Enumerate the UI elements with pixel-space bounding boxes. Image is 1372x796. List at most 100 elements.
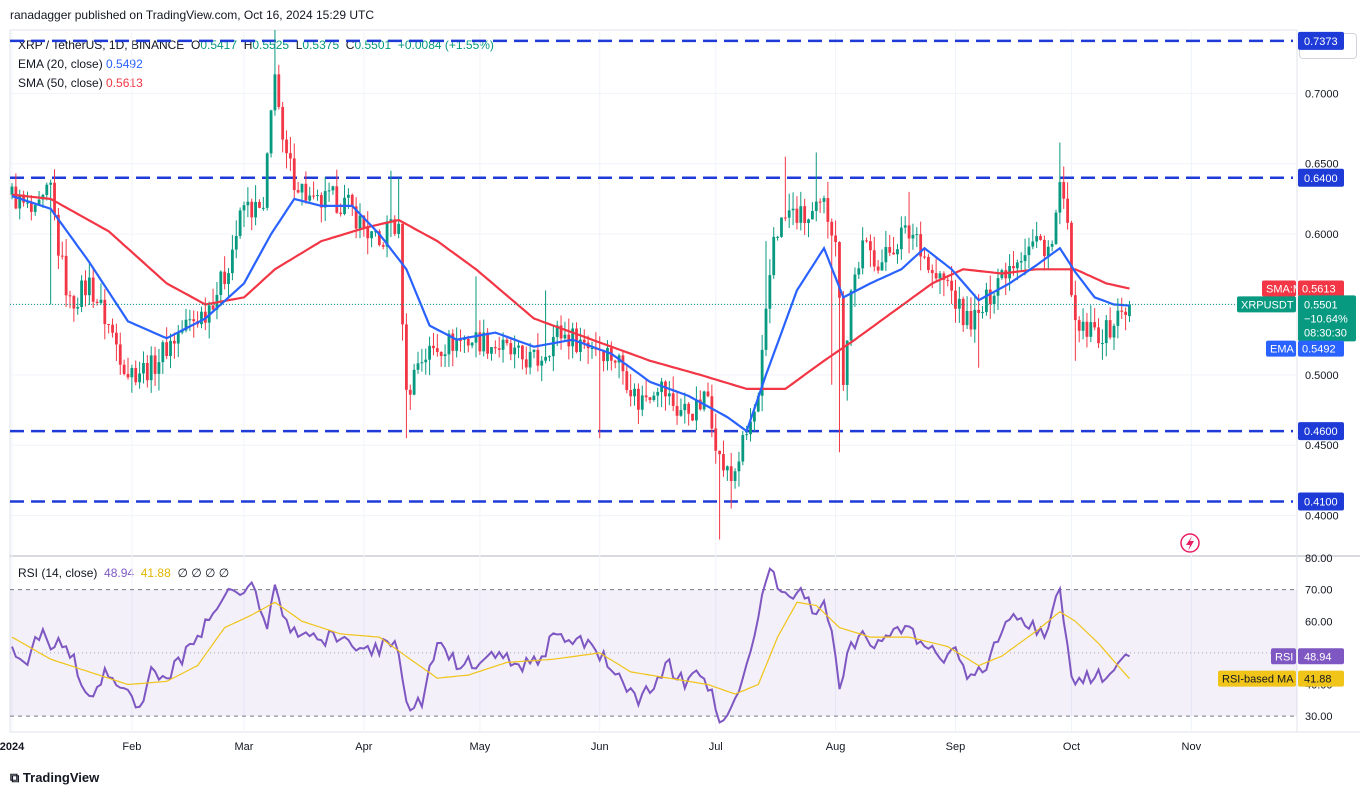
open-label: O xyxy=(190,38,201,52)
candle-body xyxy=(807,219,810,223)
candle-body xyxy=(764,308,768,350)
sma-badge-tag: SMA:MA xyxy=(1266,284,1310,296)
time-tick-label: Oct xyxy=(1063,741,1080,753)
candle-body xyxy=(892,252,895,255)
rsi-label[interactable]: RSI (14, close) xyxy=(18,566,98,580)
candle-body xyxy=(308,195,312,201)
candle-body xyxy=(625,371,629,391)
candle-body xyxy=(664,381,667,397)
chart-frame xyxy=(9,29,1298,733)
candle-body xyxy=(1027,246,1031,256)
ema-label[interactable]: EMA (20, close) xyxy=(18,57,103,71)
candle-body xyxy=(493,347,497,349)
candle-body xyxy=(733,471,737,482)
candle-body xyxy=(463,338,466,340)
sma-label[interactable]: SMA (50, close) xyxy=(18,76,103,90)
tradingview-logo[interactable]: ⧉ TradingView xyxy=(10,770,99,786)
candle-body xyxy=(826,198,830,222)
candle-body xyxy=(432,345,435,349)
rsi-ma-badge-value-bg xyxy=(1298,670,1344,687)
candle-body xyxy=(613,360,617,363)
rsi-legend[interactable]: RSI (14, close) 48.94 41.88 ∅ ∅ ∅ ∅ xyxy=(18,566,229,580)
candle-body xyxy=(22,194,25,203)
flash-icon-ring xyxy=(1180,533,1200,553)
symbol-legend-row[interactable]: XRP / TetherUS, 1D, BINANCE O0.5417 H0.5… xyxy=(18,36,494,55)
candle-body xyxy=(582,339,586,343)
rsi-badge-value: 48.94 xyxy=(1304,651,1332,663)
candle-body xyxy=(930,269,934,274)
price-axis: 0.4000 0.4500 0.5000 0.5500 0.6000 0.6500 0.70… xyxy=(1237,31,1356,523)
candle-body xyxy=(548,356,551,358)
candle-body xyxy=(84,280,87,296)
rsi-tick-label: 50.00 xyxy=(1305,648,1333,660)
candle-body xyxy=(1066,198,1069,223)
candle-body xyxy=(385,221,389,247)
time-axis: 2024 Feb Mar Apr May Jun Jul Aug Sep Oct Nov xyxy=(0,741,1202,753)
candle-body xyxy=(714,428,718,451)
candle-body xyxy=(528,351,532,368)
candle-body xyxy=(184,319,188,331)
currency-button[interactable]: USDT xyxy=(1299,33,1357,59)
candle-body xyxy=(648,397,652,400)
candle-body xyxy=(1039,236,1042,240)
time-tick-label: Nov xyxy=(1182,741,1202,753)
sma-legend-row[interactable]: SMA (50, close) 0.5613 xyxy=(18,74,494,93)
candle-body xyxy=(602,350,605,362)
candle-body xyxy=(753,411,756,422)
candle-body xyxy=(466,338,470,346)
candle-body xyxy=(865,240,868,242)
candle-body xyxy=(880,262,884,271)
sma-badge-tag-bg xyxy=(1262,280,1296,297)
candle-body xyxy=(192,319,196,322)
rsi-badge-value-bg xyxy=(1298,648,1344,665)
candle-body xyxy=(285,139,288,154)
low-value: 0.5375 xyxy=(302,38,340,52)
candle-body xyxy=(749,421,752,435)
candle-body xyxy=(323,191,327,208)
candle-body xyxy=(710,396,714,429)
rsi-tick-label: 30.00 xyxy=(1305,711,1333,723)
candle-body xyxy=(795,208,799,223)
candle-body xyxy=(72,296,76,309)
candle-body xyxy=(907,225,911,239)
candle-body xyxy=(238,210,242,236)
candle-body xyxy=(389,219,393,222)
candle-body xyxy=(660,381,663,392)
candle-body xyxy=(45,184,49,195)
time-tick-label: 2024 xyxy=(0,741,25,753)
candle-body xyxy=(923,256,926,258)
candle-body xyxy=(915,234,919,236)
symbol-title[interactable]: XRP / TetherUS, 1D, BINANCE xyxy=(18,38,185,52)
candle-body xyxy=(1073,295,1077,321)
candle-body xyxy=(745,434,749,436)
candle-body xyxy=(667,393,671,397)
candle-body xyxy=(1043,239,1046,257)
candle-body xyxy=(149,355,153,381)
ema-badge-tag: EMA xyxy=(1270,344,1295,356)
candle-body xyxy=(41,194,45,200)
candle-body xyxy=(203,311,207,323)
candle-body xyxy=(988,289,992,305)
candle-body xyxy=(258,201,261,208)
candle-body xyxy=(718,450,721,455)
candle-body xyxy=(223,271,227,284)
candle-body xyxy=(1046,246,1050,257)
candle-body xyxy=(486,332,489,354)
candle-body xyxy=(617,355,621,363)
candle-body xyxy=(95,301,99,303)
time-tick-label: Aug xyxy=(826,741,846,753)
sma-badge-value: 0.5613 xyxy=(1302,284,1336,296)
candle-body xyxy=(911,234,915,239)
candle-body xyxy=(200,311,203,325)
sma-badge-value-bg xyxy=(1298,280,1344,297)
candle-body xyxy=(99,299,103,303)
candle-body xyxy=(1012,265,1015,269)
ema-legend-row[interactable]: EMA (20, close) 0.5492 xyxy=(18,55,494,74)
candle-body xyxy=(497,348,501,350)
candle-body xyxy=(629,390,633,397)
candle-body xyxy=(513,347,517,355)
candle-body xyxy=(169,340,172,357)
candle-body xyxy=(451,333,455,351)
candle-body xyxy=(1104,320,1108,344)
